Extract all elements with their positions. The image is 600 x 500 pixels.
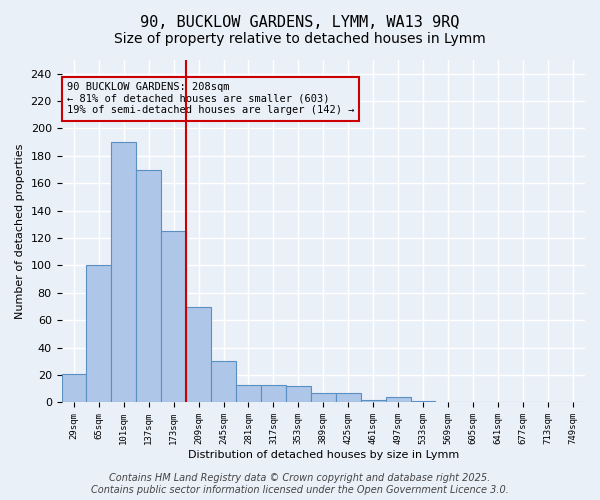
Bar [112,142,136,403]
Text: Size of property relative to detached houses in Lymm: Size of property relative to detached ho… [114,32,486,46]
Y-axis label: Number of detached properties: Number of detached properties [15,144,25,319]
Text: 90, BUCKLOW GARDENS, LYMM, WA13 9RQ: 90, BUCKLOW GARDENS, LYMM, WA13 9RQ [140,15,460,30]
X-axis label: Distribution of detached houses by size in Lymm: Distribution of detached houses by size … [188,450,459,460]
Bar [86,266,112,402]
Text: 90 BUCKLOW GARDENS: 208sqm
← 81% of detached houses are smaller (603)
19% of sem: 90 BUCKLOW GARDENS: 208sqm ← 81% of deta… [67,82,354,116]
Bar [211,362,236,403]
Bar [62,374,86,402]
Bar [186,306,211,402]
Bar [386,397,410,402]
Bar [286,386,311,402]
Bar [336,393,361,402]
Bar [161,231,186,402]
Bar [361,400,386,402]
Bar [410,401,436,402]
Bar [261,384,286,402]
Bar [311,393,336,402]
Text: Contains HM Land Registry data © Crown copyright and database right 2025.
Contai: Contains HM Land Registry data © Crown c… [91,474,509,495]
Bar [136,170,161,402]
Bar [236,384,261,402]
